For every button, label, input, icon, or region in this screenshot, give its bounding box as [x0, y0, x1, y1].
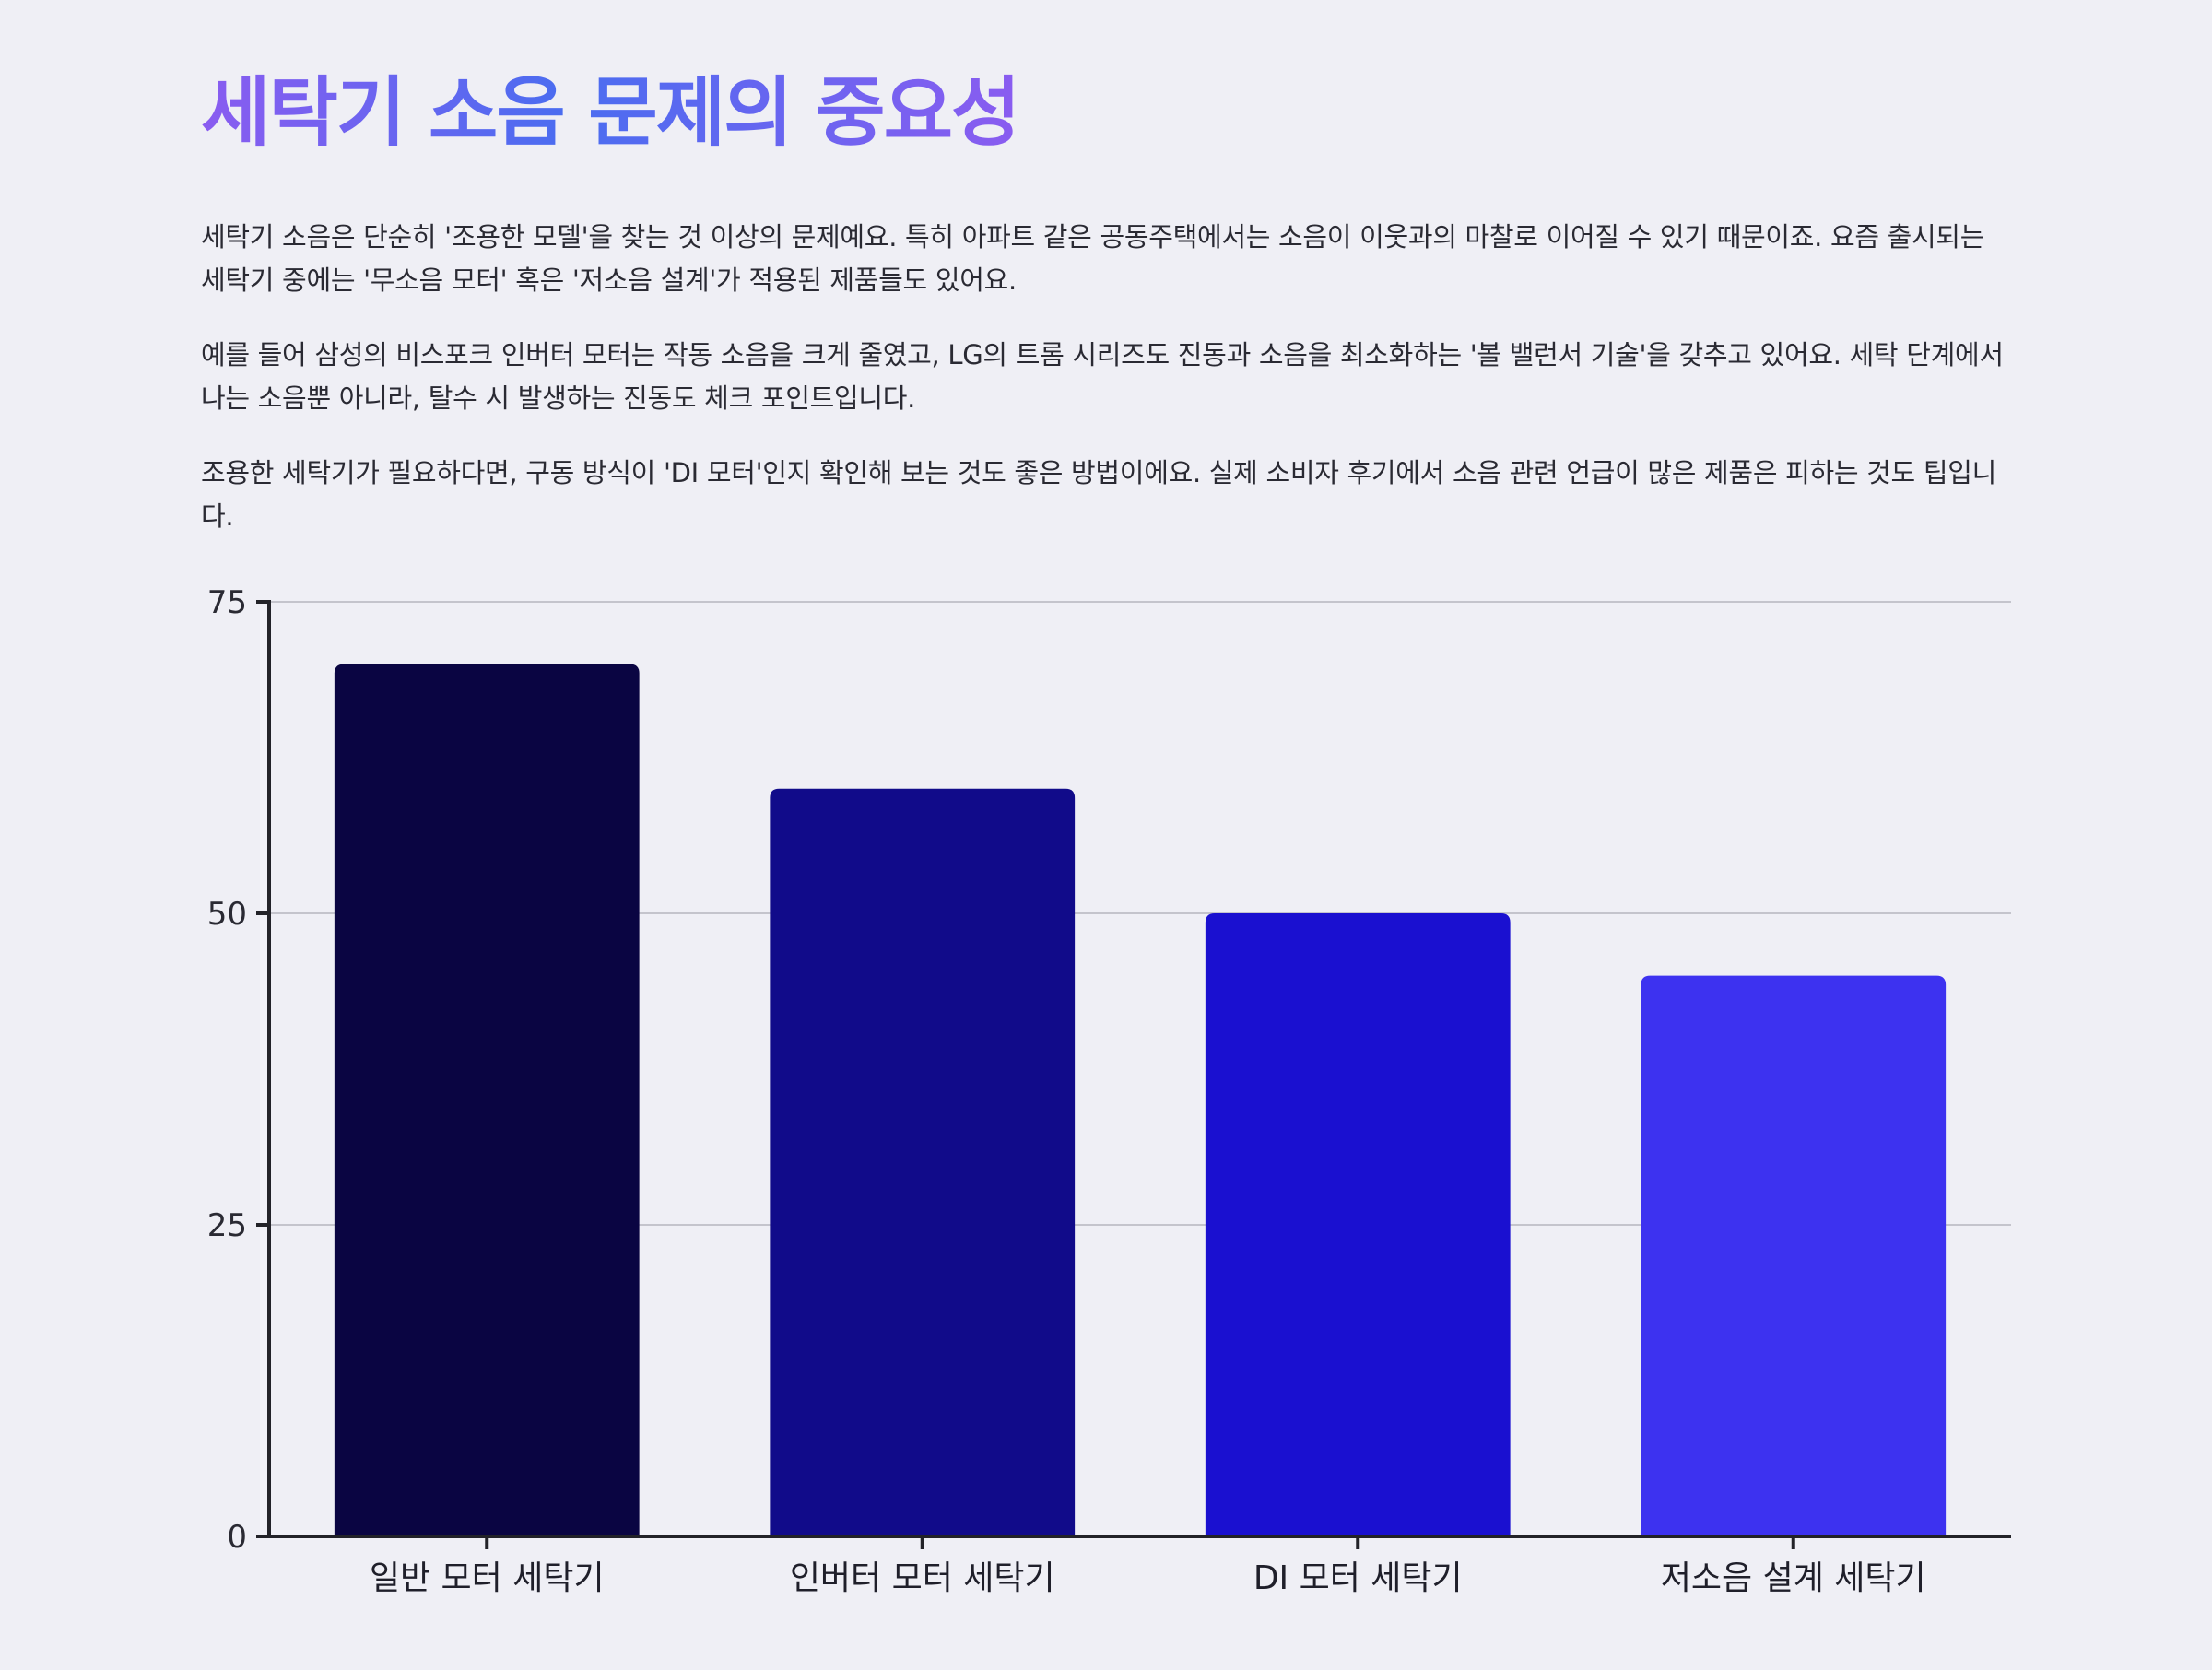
page-title: 세탁기 소음 문제의 중요성 — [201, 69, 1020, 157]
bar-2 — [770, 788, 1076, 1536]
x-tick-label: 일반 모터 세탁기 — [370, 1559, 605, 1597]
x-tick-label: DI 모터 세탁기 — [1253, 1559, 1463, 1597]
paragraph-2: 예를 들어 삼성의 비스포크 인버터 모터는 작동 소음을 크게 줄였고, LG… — [201, 339, 2004, 414]
paragraph-3: 조용한 세탁기가 필요하다면, 구동 방식이 'DI 모터'인지 확인해 보는 … — [201, 457, 1996, 532]
y-tick-label: 75 — [207, 584, 247, 621]
paragraph-1: 세탁기 소음은 단순히 '조용한 모델'을 찾는 것 이상의 문제예요. 특히 … — [201, 221, 1985, 296]
y-tick-label: 0 — [227, 1519, 247, 1556]
bar-1 — [334, 664, 640, 1536]
x-tick-label: 저소음 설계 세탁기 — [1661, 1559, 1926, 1597]
x-tick-label: 인버터 모터 세탁기 — [790, 1559, 1055, 1597]
article-body: 세탁기 소음은 단순히 '조용한 모델'을 찾는 것 이상의 문제예요. 특히 … — [201, 216, 2011, 570]
y-tick-label: 50 — [207, 896, 247, 933]
bar-3 — [1205, 913, 1511, 1536]
y-tick-label: 25 — [207, 1207, 247, 1244]
bar-4 — [1641, 975, 1947, 1536]
